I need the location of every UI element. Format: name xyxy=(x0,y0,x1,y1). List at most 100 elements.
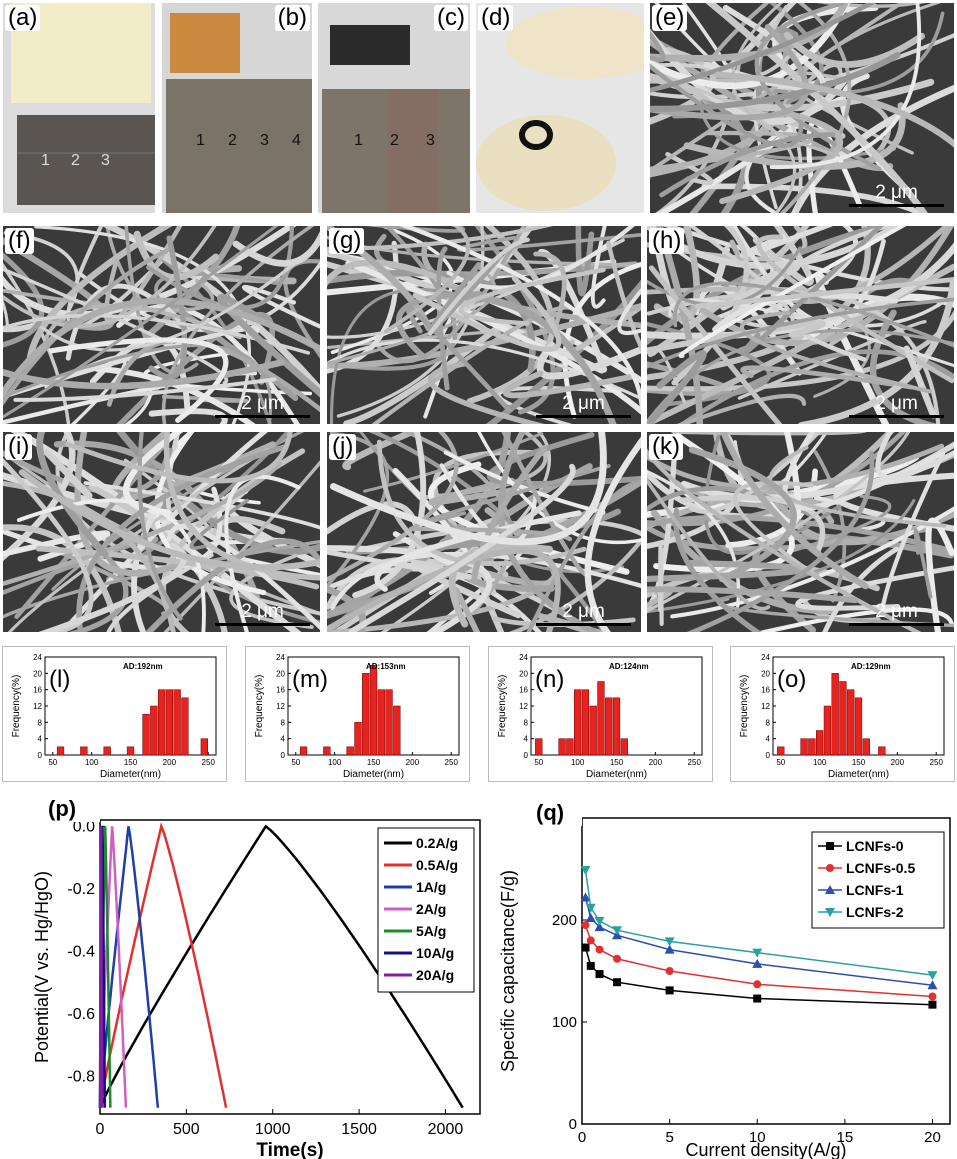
histogram-bar xyxy=(346,746,354,756)
data-point xyxy=(594,922,605,932)
x-tick-label: 250 xyxy=(930,758,944,767)
y-tick-label: 16 xyxy=(33,686,42,695)
x-tick-label: 250 xyxy=(202,758,216,767)
sem-panel-h: (h) 2 μm xyxy=(647,226,954,424)
sem-panel-f: (f) 2 μm xyxy=(3,226,320,424)
y-tick-label: 12 xyxy=(519,702,528,711)
panel-label: (n) xyxy=(535,666,564,693)
panel-label-bg xyxy=(532,796,582,826)
data-point xyxy=(928,992,937,1001)
y-tick-label: -0.4 xyxy=(67,943,95,960)
histogram-chart: 0 4 8 12 16 20 24 50 100 150 200 250 Diameter(nm) Fre… xyxy=(254,653,460,780)
panel-label: (l) xyxy=(49,666,70,693)
y-tick-label: 200 xyxy=(552,912,577,929)
y-tick-label: -0.2 xyxy=(67,881,95,898)
panel-label-group: (q) xyxy=(532,796,582,826)
y-tick-label: 20 xyxy=(761,669,770,678)
rate-chart-panel: 051015200100200300LCNFs-0LCNFs-0.5LCNFs-… xyxy=(492,790,957,1159)
x-tick-label: 2000 xyxy=(428,1121,464,1138)
scale-bar: 2 μm xyxy=(849,183,944,207)
histogram-bar xyxy=(377,689,385,756)
y-tick-label: 12 xyxy=(276,702,285,711)
y-tick-label: 0 xyxy=(569,1116,577,1133)
histogram-bar xyxy=(566,738,574,756)
panel-label: (k) xyxy=(649,434,683,460)
y-tick-label: 8 xyxy=(766,718,771,727)
data-point xyxy=(585,912,596,922)
y-tick-label: 24 xyxy=(276,653,285,662)
x-tick-label: 50 xyxy=(291,758,300,767)
data-point xyxy=(594,917,605,927)
fiber-texture xyxy=(327,226,641,424)
y-tick-label: 4 xyxy=(524,735,529,744)
data-point xyxy=(825,885,835,894)
histogram-bar xyxy=(839,681,847,756)
photo-panel-d: (d) xyxy=(476,3,644,213)
panel-label: (h) xyxy=(649,228,685,254)
y-tick-label: 4 xyxy=(281,735,286,744)
panel-label: (f) xyxy=(5,228,34,254)
ruler-tick: 1 xyxy=(354,132,363,149)
panel-label-group: (p) xyxy=(44,792,100,822)
legend-entry: LCNFs-0.5 xyxy=(846,860,915,876)
y-tick-label: 20 xyxy=(519,669,528,678)
y-tick-label: 0 xyxy=(766,751,771,760)
data-point xyxy=(580,892,591,902)
data-point xyxy=(753,980,762,989)
data-point xyxy=(585,903,596,913)
data-point xyxy=(613,978,622,987)
panel-label: (c) xyxy=(434,5,468,31)
y-axis-label: Frequency(%) xyxy=(497,675,508,738)
scale-bar: 2 μm xyxy=(536,394,631,418)
histogram-bar xyxy=(847,689,855,756)
data-point xyxy=(927,980,938,990)
x-tick-label: 20 xyxy=(924,1129,941,1146)
photo-panel-a: 1 2 3 (a) xyxy=(3,3,155,213)
gcd-curve xyxy=(98,826,104,1108)
ruler-tick: 1 xyxy=(196,132,205,149)
data-point xyxy=(665,967,674,975)
photo-b-art: 1 2 3 4 xyxy=(162,3,312,213)
y-tick-label: 8 xyxy=(38,718,43,727)
y-tick-label: 20 xyxy=(276,669,285,678)
histogram-bar xyxy=(581,689,590,756)
panel-label: (g) xyxy=(329,228,365,254)
x-axis-label: Diameter(nm) xyxy=(828,769,889,780)
x-tick-label: 200 xyxy=(163,758,177,767)
y-tick-label: 100 xyxy=(552,1014,577,1031)
histogram-bar xyxy=(878,746,886,756)
sem-panel-e: (e) 2 μm xyxy=(650,3,954,213)
sem-panel-i: (i) 2 μm xyxy=(3,432,320,632)
data-point xyxy=(613,954,622,963)
y-tick-label: 24 xyxy=(761,653,770,662)
y-tick-label: 0 xyxy=(38,751,43,760)
x-tick-label: 5 xyxy=(665,1129,673,1146)
y-tick-label: 16 xyxy=(761,686,770,695)
x-tick-label: 150 xyxy=(124,758,138,767)
panel-label: (j) xyxy=(329,434,357,460)
histogram-bar xyxy=(558,738,566,756)
sem-panel-k: (k) 2 μm xyxy=(647,432,954,632)
histogram-bar xyxy=(369,664,378,756)
legend-entry: 5A/g xyxy=(416,923,446,939)
x-tick-label: 10 xyxy=(749,1129,766,1146)
y-tick-label: 0.0 xyxy=(73,818,95,835)
ruler-tick: 4 xyxy=(292,132,301,149)
histogram-bar xyxy=(597,681,605,756)
histogram-bar xyxy=(808,738,816,756)
x-tick-label: 200 xyxy=(649,758,663,767)
x-tick-label: 250 xyxy=(688,758,702,767)
histogram-bar xyxy=(777,746,785,756)
data-point xyxy=(927,971,938,981)
x-axis-label: Current density(A/g) xyxy=(685,1140,846,1159)
legend-entry: LCNFs-1 xyxy=(846,882,904,898)
data-point xyxy=(580,866,591,876)
y-tick-label: 8 xyxy=(281,718,286,727)
legend-entry: 0.2A/g xyxy=(416,835,458,851)
x-tick-label: 1500 xyxy=(341,1121,377,1138)
y-tick-label: -0.6 xyxy=(67,1006,95,1023)
histogram-bar xyxy=(574,689,582,756)
data-point xyxy=(752,948,763,958)
x-axis-label: Diameter(nm) xyxy=(586,769,647,780)
x-tick-label: 100 xyxy=(813,758,827,767)
